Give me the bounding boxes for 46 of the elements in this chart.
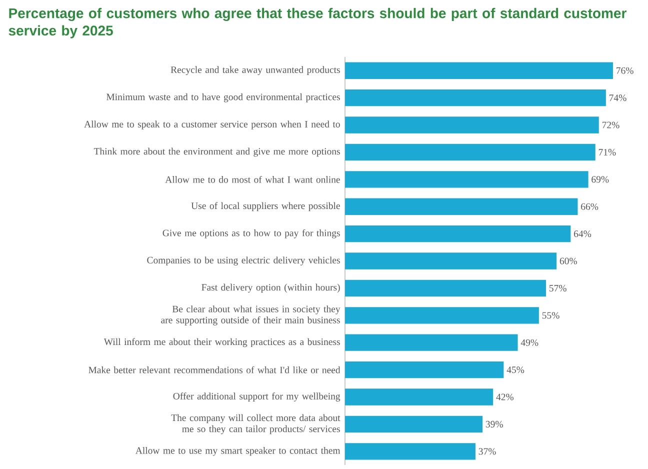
- bar: [345, 443, 476, 460]
- data-label: 71%: [598, 148, 616, 156]
- y-tick-label: Recycle and take away unwanted products: [170, 66, 340, 76]
- data-label: 60%: [560, 258, 577, 264]
- y-tick-label: Will inform me about their working practices as a business: [104, 338, 340, 348]
- bar: [345, 361, 504, 378]
- bar: [345, 89, 606, 106]
- bar: [345, 198, 578, 215]
- data-label: 37%: [478, 448, 496, 455]
- bar: [345, 252, 557, 270]
- bar: [345, 62, 613, 79]
- data-label: 69%: [592, 176, 609, 183]
- data-label: 64%: [574, 230, 592, 238]
- y-tick-label: Minimum waste and to have good environmental practices: [106, 93, 340, 102]
- bar: [345, 116, 599, 134]
- chart-title: Percentage of customers who agree that these factors should be part of standard customer service by 2025: [8, 8, 626, 38]
- data-label: 42%: [496, 394, 514, 400]
- y-tick-label: The company will collect more data about me so they can tailor products/ services: [171, 414, 340, 434]
- y-tick-label: Allow me to use my smart speaker to contact them: [136, 446, 340, 456]
- y-tick-label: Use of local suppliers where possible: [191, 202, 340, 212]
- data-label: 72%: [602, 122, 620, 128]
- bar: [345, 416, 483, 433]
- bar: [345, 280, 546, 297]
- bar: [345, 225, 571, 242]
- y-tick-label: Make better relevant recommendations of what I'd like or need: [88, 366, 340, 374]
- y-tick-label: Companies to be using electric delivery vehicles: [147, 256, 340, 266]
- data-label: 66%: [581, 203, 598, 210]
- y-tick-label: Allow me to speak to a customer service person when I need to: [84, 120, 340, 130]
- y-tick-label: Think more about the environment and give me more options: [94, 148, 340, 157]
- data-label: 57%: [549, 284, 566, 292]
- y-tick-label: Be clear about what issues in society they are supporting outside of their main business: [161, 305, 340, 326]
- data-label: 74%: [610, 94, 626, 102]
- data-label: 76%: [616, 67, 634, 74]
- y-tick-label: Allow me to do most of what I want online: [165, 176, 340, 183]
- y-tick-label: Offer additional support for my wellbeing: [173, 392, 340, 402]
- bar: [345, 388, 494, 406]
- data-label: 49%: [520, 339, 538, 346]
- data-label: 55%: [542, 312, 560, 319]
- bar: [345, 144, 596, 161]
- y-tick-label: Fast delivery option (within hours): [202, 284, 340, 293]
- bar: [345, 334, 518, 351]
- bar: [345, 307, 539, 324]
- y-tick-label: Give me options as to how to pay for things: [162, 229, 340, 238]
- bar: [345, 171, 588, 188]
- data-label: 39%: [486, 420, 503, 428]
- data-label: 45%: [506, 366, 524, 374]
